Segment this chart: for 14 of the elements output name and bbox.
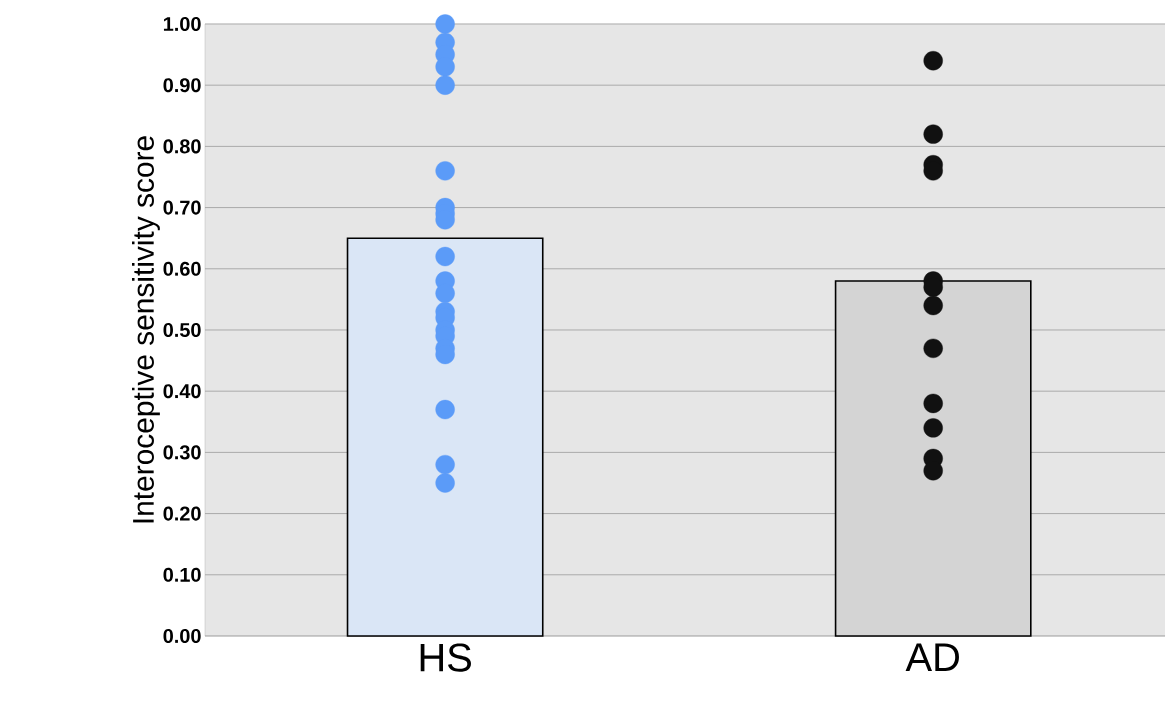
y-axis-title: Interoceptive sensitivity score (132, 136, 160, 523)
y-tick-label: 0.00 (163, 628, 201, 644)
y-tick-label: 0.30 (163, 445, 201, 460)
y-tick-label: 0.90 (163, 78, 201, 93)
y-tick-label: 0.60 (163, 261, 201, 276)
y-tick-label: 0.20 (163, 506, 201, 521)
y-tick-label: 0.10 (163, 567, 201, 582)
x-tick-label: HS (420, 643, 471, 672)
y-tick-label: 0.40 (163, 384, 201, 399)
x-tick-label: AD (905, 643, 959, 671)
y-tick-label: 0.80 (163, 139, 201, 154)
y-tick-label: 1.00 (163, 16, 201, 32)
y-tick-label: 0.50 (163, 322, 201, 338)
y-tick-label: 0.70 (163, 200, 201, 215)
